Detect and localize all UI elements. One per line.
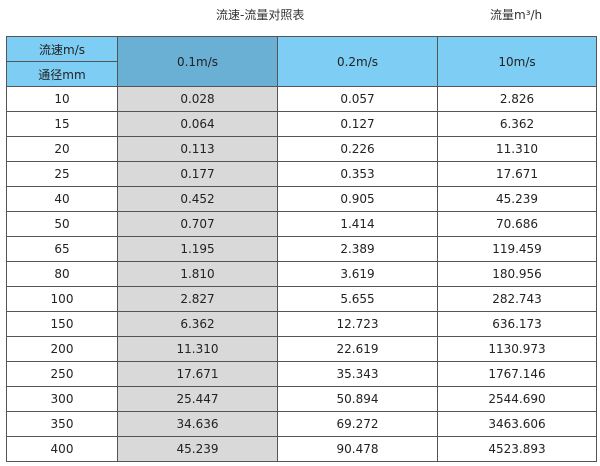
table-row: 10 0.028 0.057 2.826 — [6, 86, 597, 112]
flow-cell: 0.113 — [117, 136, 278, 162]
diameter-cell: 15 — [6, 111, 118, 137]
flow-cell: 0.452 — [117, 186, 278, 212]
flow-table: 流速m/s 0.1m/s 0.2m/s 10m/s 通径mm 10 0.028 0.… — [6, 36, 597, 462]
flow-cell: 1.414 — [277, 211, 438, 237]
flow-cell: 6.362 — [437, 111, 597, 137]
flow-cell: 17.671 — [437, 161, 597, 187]
flow-cell: 1.195 — [117, 236, 278, 262]
table-row: 150 6.362 12.723 636.173 — [6, 311, 597, 337]
flow-cell: 0.905 — [277, 186, 438, 212]
unit-label: 流量m³/h — [490, 8, 543, 22]
flow-cell: 25.447 — [117, 386, 278, 412]
flow-cell: 1767.146 — [437, 361, 597, 387]
flow-cell: 0.028 — [117, 86, 278, 112]
diameter-header: 通径mm — [6, 61, 118, 87]
flow-cell: 6.362 — [117, 311, 278, 337]
table-row: 25 0.177 0.353 17.671 — [6, 161, 597, 187]
table-title: 流速-流量对照表 — [216, 8, 305, 22]
diameter-cell: 50 — [6, 211, 118, 237]
flow-cell: 2.827 — [117, 286, 278, 312]
table-row: 400 45.239 90.478 4523.893 — [6, 436, 597, 462]
diameter-cell: 100 — [6, 286, 118, 312]
table-row: 40 0.452 0.905 45.239 — [6, 186, 597, 212]
flow-cell: 4523.893 — [437, 436, 597, 462]
flow-cell: 180.956 — [437, 261, 597, 287]
diameter-cell: 200 — [6, 336, 118, 362]
flow-cell: 70.686 — [437, 211, 597, 237]
flow-cell: 69.272 — [277, 411, 438, 437]
flow-cell: 119.459 — [437, 236, 597, 262]
flow-cell: 0.127 — [277, 111, 438, 137]
table-row: 250 17.671 35.343 1767.146 — [6, 361, 597, 387]
diameter-cell: 150 — [6, 311, 118, 337]
diameter-cell: 250 — [6, 361, 118, 387]
diameter-cell: 25 — [6, 161, 118, 187]
flow-cell: 45.239 — [437, 186, 597, 212]
flow-cell: 50.894 — [277, 386, 438, 412]
flow-cell: 3463.606 — [437, 411, 597, 437]
column-header: 0.2m/s — [277, 36, 438, 87]
diameter-cell: 400 — [6, 436, 118, 462]
table-row: 350 34.636 69.272 3463.606 — [6, 411, 597, 437]
flow-cell: 12.723 — [277, 311, 438, 337]
flow-cell: 11.310 — [117, 336, 278, 362]
table-row: 50 0.707 1.414 70.686 — [6, 211, 597, 237]
velocity-header: 流速m/s — [6, 36, 118, 62]
flow-cell: 0.707 — [117, 211, 278, 237]
table-row: 200 11.310 22.619 1130.973 — [6, 336, 597, 362]
diameter-cell: 80 — [6, 261, 118, 287]
flow-cell: 90.478 — [277, 436, 438, 462]
flow-cell: 5.655 — [277, 286, 438, 312]
flow-cell: 3.619 — [277, 261, 438, 287]
flow-cell: 45.239 — [117, 436, 278, 462]
flow-cell: 0.353 — [277, 161, 438, 187]
flow-cell: 1.810 — [117, 261, 278, 287]
table-row: 100 2.827 5.655 282.743 — [6, 286, 597, 312]
flow-cell: 0.226 — [277, 136, 438, 162]
flow-cell: 282.743 — [437, 286, 597, 312]
column-header: 0.1m/s — [117, 36, 278, 87]
diameter-cell: 350 — [6, 411, 118, 437]
diameter-cell: 300 — [6, 386, 118, 412]
flow-cell: 2544.690 — [437, 386, 597, 412]
flow-cell: 22.619 — [277, 336, 438, 362]
flow-cell: 2.389 — [277, 236, 438, 262]
flow-cell: 636.173 — [437, 311, 597, 337]
table-row: 15 0.064 0.127 6.362 — [6, 111, 597, 137]
flow-cell: 0.177 — [117, 161, 278, 187]
table-row: 300 25.447 50.894 2544.690 — [6, 386, 597, 412]
flow-cell: 35.343 — [277, 361, 438, 387]
flow-cell: 2.826 — [437, 86, 597, 112]
diameter-cell: 40 — [6, 186, 118, 212]
table-row: 80 1.810 3.619 180.956 — [6, 261, 597, 287]
flow-cell: 11.310 — [437, 136, 597, 162]
diameter-cell: 10 — [6, 86, 118, 112]
table-row: 20 0.113 0.226 11.310 — [6, 136, 597, 162]
flow-cell: 0.057 — [277, 86, 438, 112]
diameter-cell: 20 — [6, 136, 118, 162]
flow-cell: 17.671 — [117, 361, 278, 387]
diameter-cell: 65 — [6, 236, 118, 262]
flow-cell: 0.064 — [117, 111, 278, 137]
flow-cell: 1130.973 — [437, 336, 597, 362]
flow-cell: 34.636 — [117, 411, 278, 437]
table-row: 65 1.195 2.389 119.459 — [6, 236, 597, 262]
column-header: 10m/s — [437, 36, 597, 87]
